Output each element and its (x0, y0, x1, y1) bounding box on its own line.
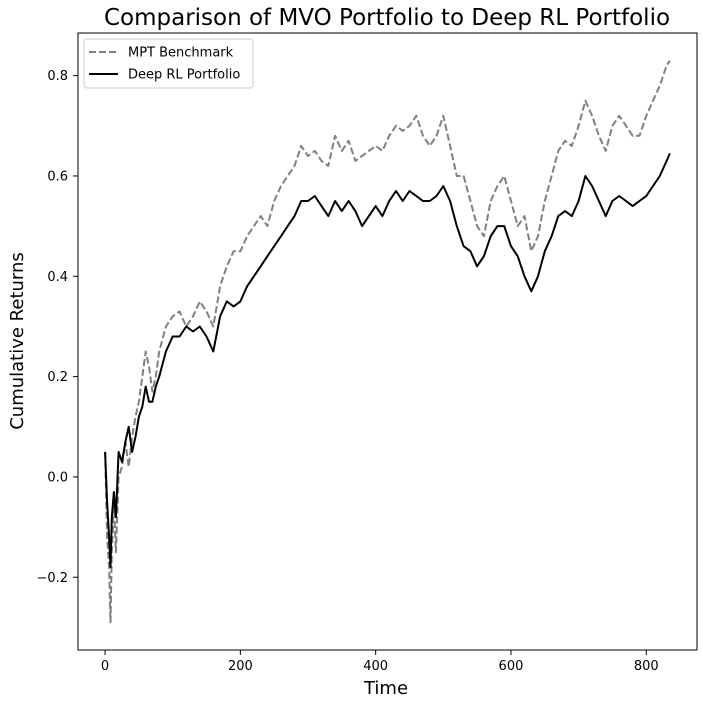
legend: MPT Benchmark Deep RL Portfolio (84, 39, 253, 88)
y-axis-label: Cumulative Returns (7, 252, 28, 430)
x-tick-label: 600 (499, 659, 524, 674)
y-tick-label: 0.2 (47, 370, 68, 385)
x-tick-label: 400 (363, 659, 388, 674)
x-tick-label: 200 (228, 659, 253, 674)
legend-label: Deep RL Portfolio (128, 68, 240, 83)
y-tick-label: 0.4 (47, 270, 68, 285)
y-tick-label: 0.8 (47, 69, 68, 84)
chart-title: Comparison of MVO Portfolio to Deep RL P… (104, 5, 670, 31)
y-tick-label: 0.0 (47, 470, 68, 485)
legend-label: MPT Benchmark (128, 46, 234, 61)
y-tick-label: 0.6 (47, 169, 68, 184)
x-tick-label: 0 (101, 659, 109, 674)
x-axis-label: Time (363, 678, 408, 699)
y-tick-label: −0.2 (36, 571, 68, 586)
x-tick-label: 800 (634, 659, 659, 674)
